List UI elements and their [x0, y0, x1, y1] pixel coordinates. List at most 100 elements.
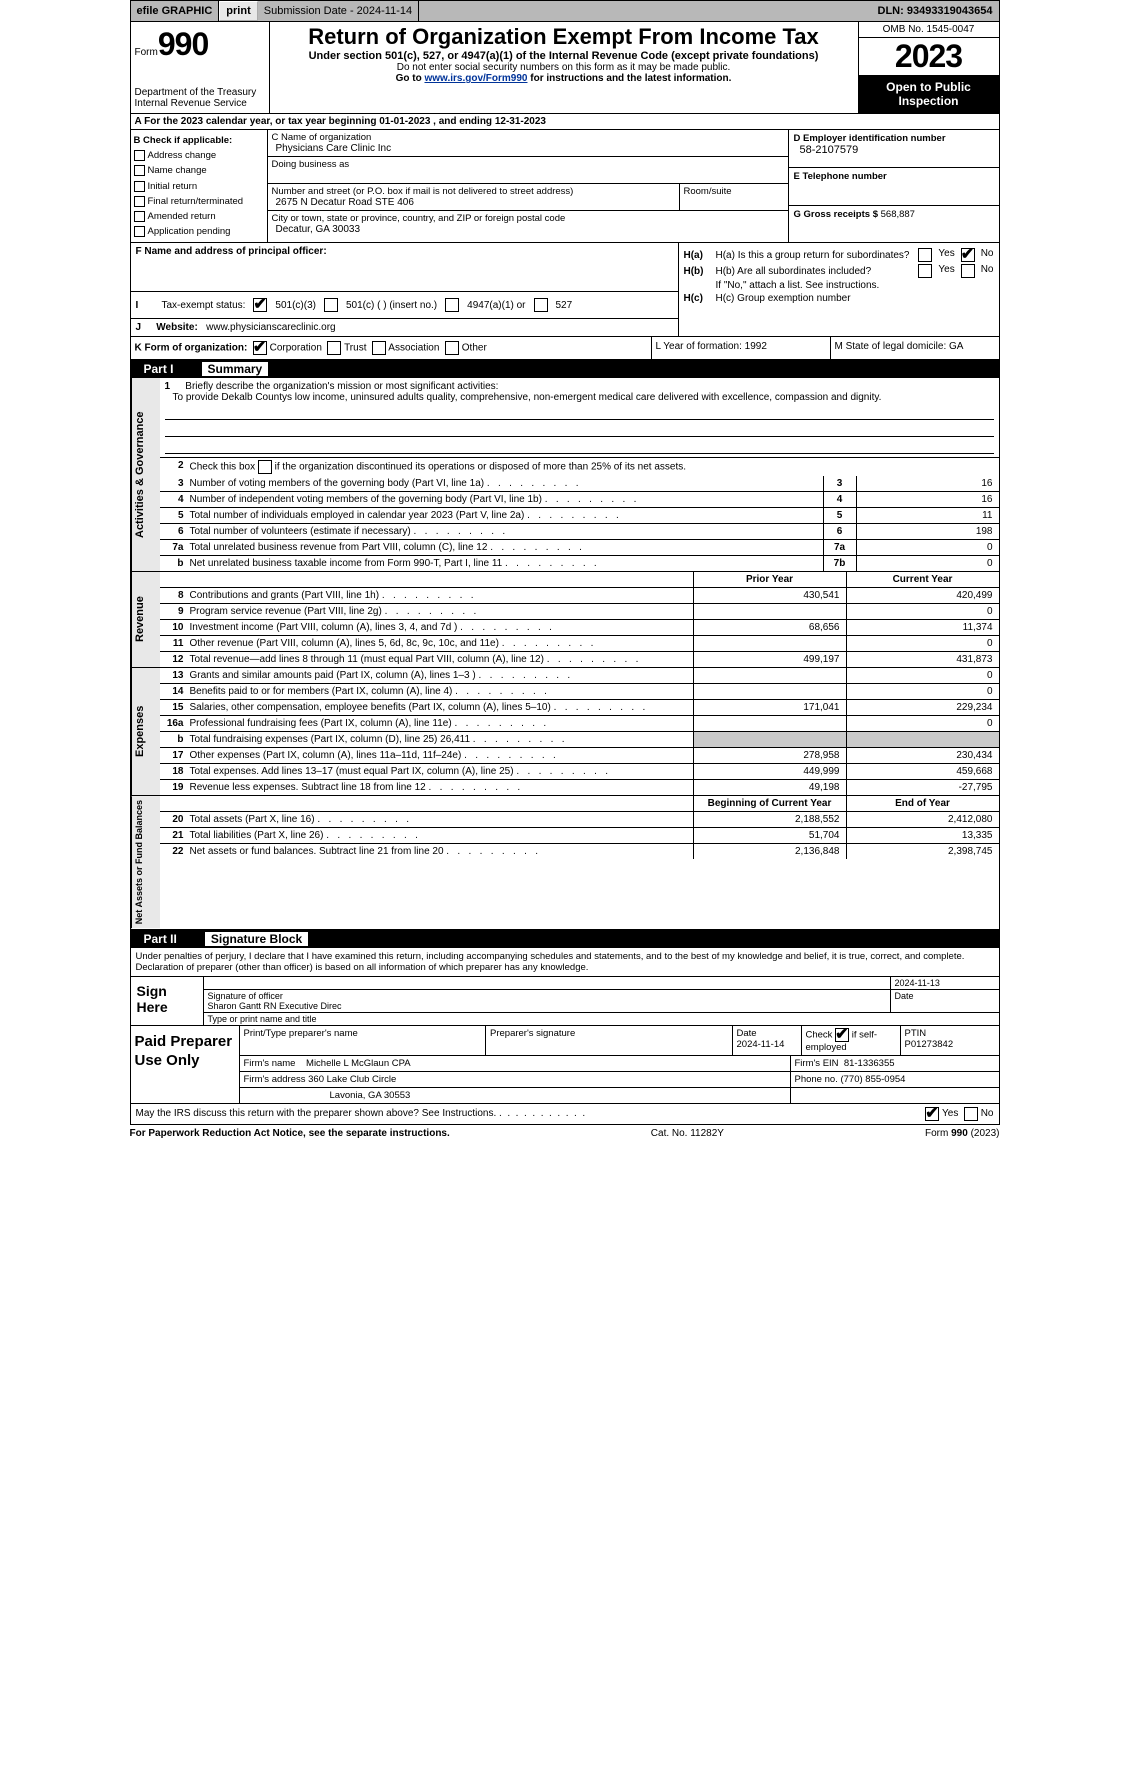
omb-number: OMB No. 1545-0047	[859, 22, 999, 38]
summary-line-16a: 16aProfessional fundraising fees (Part I…	[160, 716, 999, 732]
checkbox-initial-return[interactable]	[134, 181, 145, 192]
checkbox-501c3[interactable]	[253, 298, 267, 312]
open-public: Open to Public Inspection	[859, 76, 999, 113]
header-right: OMB No. 1545-0047 2023 Open to Public In…	[858, 22, 999, 113]
section-revenue: Revenue Prior Year Current Year 8Contrib…	[130, 572, 1000, 668]
declaration-text: Under penalties of perjury, I declare th…	[130, 948, 1000, 977]
summary-line-19: 19Revenue less expenses. Subtract line 1…	[160, 780, 999, 795]
city-label: City or town, state or province, country…	[272, 213, 784, 224]
summary-line-12: 12Total revenue—add lines 8 through 11 (…	[160, 652, 999, 667]
discuss-yes[interactable]	[925, 1107, 939, 1121]
paid-preparer-block: Paid Preparer Use Only Print/Type prepar…	[130, 1026, 1000, 1104]
subtitle-1: Under section 501(c), 527, or 4947(a)(1)…	[276, 50, 852, 62]
f-label: F Name and address of principal officer:	[136, 246, 327, 257]
tax-year: 2023	[859, 38, 999, 76]
line2-checkbox[interactable]	[258, 460, 272, 474]
checkbox-address-change[interactable]	[134, 150, 145, 161]
dept-treasury: Department of the Treasury	[135, 87, 265, 98]
k-trust[interactable]	[327, 341, 341, 355]
row-i: I Tax-exempt status: 501(c)(3) 501(c) ( …	[131, 291, 678, 318]
summary-line-15: 15Salaries, other compensation, employee…	[160, 700, 999, 716]
self-emp-checkbox[interactable]	[835, 1028, 849, 1042]
subtitle-2: Do not enter social security numbers on …	[276, 62, 852, 73]
col-de: D Employer identification number 58-2107…	[788, 130, 999, 242]
summary-line-5: 5Total number of individuals employed in…	[160, 508, 999, 524]
officer-name: Sharon Gantt RN Executive Direc	[208, 1001, 342, 1011]
block-bcde: B Check if applicable: Address change Na…	[130, 130, 1000, 243]
summary-line-8: 8Contributions and grants (Part VIII, li…	[160, 588, 999, 604]
checkbox-final-return[interactable]	[134, 196, 145, 207]
checkbox-4947[interactable]	[445, 298, 459, 312]
footer: For Paperwork Reduction Act Notice, see …	[130, 1125, 1000, 1142]
section-expenses: Expenses 13Grants and similar amounts pa…	[130, 668, 1000, 796]
form-word: Form	[135, 47, 158, 58]
k-other[interactable]	[445, 341, 459, 355]
city-value: Decatur, GA 30033	[272, 224, 784, 235]
firm-ein: 81-1336355	[844, 1058, 895, 1069]
section-netassets: Net Assets or Fund Balances Beginning of…	[130, 796, 1000, 929]
section-governance: Activities & Governance 1 Briefly descri…	[130, 378, 1000, 572]
checkbox-amended[interactable]	[134, 211, 145, 222]
vtab-revenue: Revenue	[131, 572, 160, 667]
row-j: J Website: www.physicianscareclinic.org	[131, 318, 678, 336]
firm-phone: (770) 855-0954	[840, 1074, 905, 1085]
summary-line-b: bTotal fundraising expenses (Part IX, co…	[160, 732, 999, 748]
summary-line-11: 11Other revenue (Part VIII, column (A), …	[160, 636, 999, 652]
org-name: Physicians Care Clinic Inc	[272, 143, 784, 154]
ha-no[interactable]	[961, 248, 975, 262]
summary-line-22: 22Net assets or fund balances. Subtract …	[160, 844, 999, 859]
summary-line-18: 18Total expenses. Add lines 13–17 (must …	[160, 764, 999, 780]
summary-line-20: 20Total assets (Part X, line 16)2,188,55…	[160, 812, 999, 828]
street-label: Number and street (or P.O. box if mail i…	[272, 186, 675, 197]
sign-here-block: Sign Here 2024-11-13 Signature of office…	[130, 977, 1000, 1026]
header-left: Form 990 Department of the Treasury Inte…	[131, 22, 270, 113]
irs-link[interactable]: www.irs.gov/Form990	[424, 73, 527, 84]
summary-line-7b: bNet unrelated business taxable income f…	[160, 556, 999, 571]
prep-date: 2024-11-14	[737, 1039, 785, 1050]
irs-discuss-row: May the IRS discuss this return with the…	[130, 1104, 1000, 1125]
org-name-label: C Name of organization	[272, 132, 784, 143]
ha-yes[interactable]	[918, 248, 932, 262]
mission-text: To provide Dekalb Countys low income, un…	[165, 392, 994, 403]
firm-addr: 360 Lake Club Circle	[308, 1074, 396, 1085]
summary-line-13: 13Grants and similar amounts paid (Part …	[160, 668, 999, 684]
form-header: Form 990 Department of the Treasury Inte…	[130, 22, 1000, 114]
summary-line-9: 9Program service revenue (Part VIII, lin…	[160, 604, 999, 620]
phone-label: E Telephone number	[794, 171, 994, 182]
form-title: Return of Organization Exempt From Incom…	[276, 24, 852, 50]
summary-line-4: 4Number of independent voting members of…	[160, 492, 999, 508]
b-title: B Check if applicable:	[134, 133, 264, 148]
checkbox-527[interactable]	[534, 298, 548, 312]
subtitle-3: Go to www.irs.gov/Form990 for instructio…	[276, 73, 852, 84]
discuss-no[interactable]	[964, 1107, 978, 1121]
submission-date: Submission Date - 2024-11-14	[258, 1, 419, 21]
summary-line-6: 6Total number of volunteers (estimate if…	[160, 524, 999, 540]
part2-bar: Part II Signature Block	[130, 930, 1000, 948]
checkbox-pending[interactable]	[134, 226, 145, 237]
fhi-left: F Name and address of principal officer:…	[131, 243, 679, 336]
ein-label: D Employer identification number	[794, 133, 994, 144]
vtab-netassets: Net Assets or Fund Balances	[131, 796, 160, 928]
block-fhij: F Name and address of principal officer:…	[130, 243, 1000, 337]
k-corp[interactable]	[253, 341, 267, 355]
print-button[interactable]: print	[219, 1, 257, 21]
checkbox-501c[interactable]	[324, 298, 338, 312]
year-formation: L Year of formation: 1992	[651, 337, 830, 359]
summary-line-17: 17Other expenses (Part IX, column (A), l…	[160, 748, 999, 764]
state-domicile: M State of legal domicile: GA	[830, 337, 999, 359]
hb-yes[interactable]	[918, 264, 932, 278]
fhi-right: H(a) H(a) Is this a group return for sub…	[679, 243, 999, 336]
website-value: www.physicianscareclinic.org	[206, 322, 336, 333]
header-mid: Return of Organization Exempt From Incom…	[270, 22, 858, 113]
paid-preparer-label: Paid Preparer Use Only	[131, 1026, 240, 1103]
k-assoc[interactable]	[372, 341, 386, 355]
dln-label: DLN: 93493319043654	[872, 1, 999, 21]
col-c: C Name of organization Physicians Care C…	[268, 130, 788, 242]
row-klm: K Form of organization: Corporation Trus…	[130, 337, 1000, 360]
ein-value: 58-2107579	[794, 144, 994, 156]
checkbox-name-change[interactable]	[134, 165, 145, 176]
gross-value: 568,887	[881, 209, 915, 220]
vtab-governance: Activities & Governance	[131, 378, 160, 571]
hb-no[interactable]	[961, 264, 975, 278]
gross-label: G Gross receipts $	[794, 209, 878, 220]
